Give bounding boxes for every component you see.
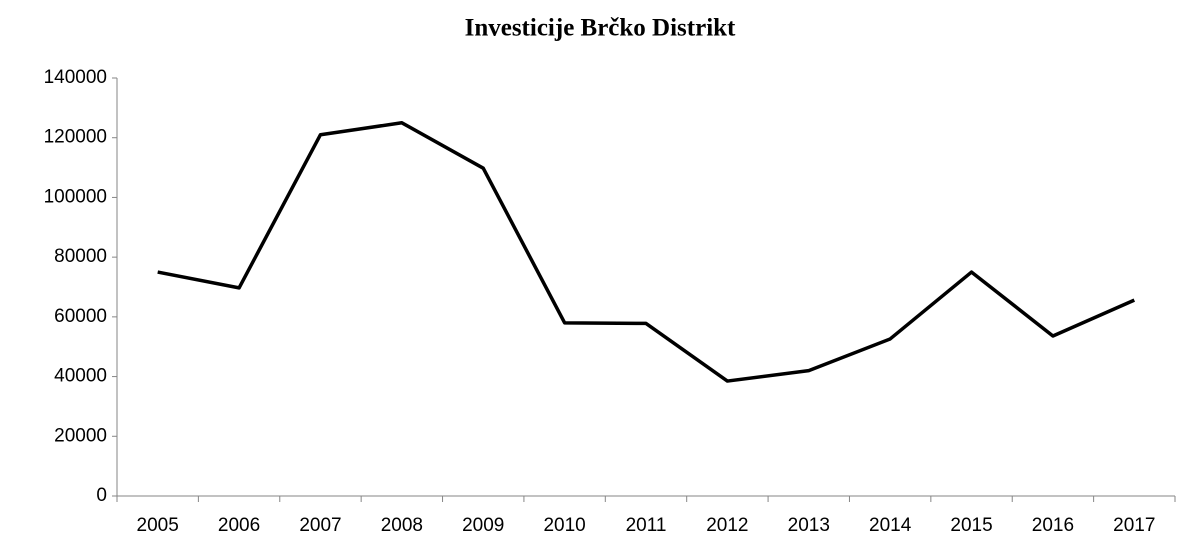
x-tick-label: 2016 (1032, 515, 1074, 536)
x-tick-label: 2015 (950, 515, 992, 536)
x-tick-label: 2008 (381, 515, 423, 536)
x-tick-label: 2014 (869, 515, 912, 536)
x-tick-label: 2006 (218, 515, 260, 536)
y-tick-label: 60000 (54, 306, 107, 327)
data-line (157, 121, 1136, 383)
x-tick-label: 2010 (543, 515, 585, 536)
y-tick-label: 120000 (44, 127, 107, 148)
y-tick-label: 140000 (44, 67, 107, 88)
y-tick-label: 20000 (54, 425, 107, 446)
y-tick-label: 0 (96, 485, 107, 506)
chart-title: Investicije Brčko Distrikt (465, 15, 736, 42)
y-tick-label: 80000 (54, 246, 107, 267)
y-tick-label: 40000 (54, 366, 107, 387)
y-tick-label: 100000 (44, 186, 107, 207)
x-tick-label: 2005 (137, 515, 179, 536)
x-tick-label: 2013 (788, 515, 830, 536)
x-tick-label: 2017 (1113, 515, 1155, 536)
x-tick-label: 2007 (299, 515, 341, 536)
x-tick-label: 2011 (626, 515, 667, 536)
x-tick-label: 2012 (706, 515, 748, 536)
x-tick-label: 2009 (462, 515, 504, 536)
